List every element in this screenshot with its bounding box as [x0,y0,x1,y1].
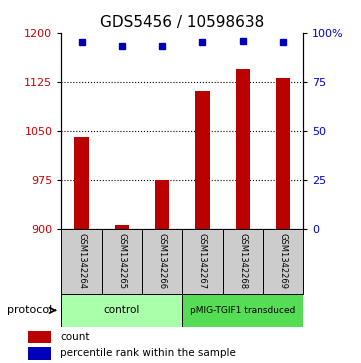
Text: GSM1342264: GSM1342264 [77,233,86,289]
Bar [142,229,182,294]
Bar [182,294,303,327]
Bar [28,347,51,359]
Bar [155,180,169,229]
Text: GSM1342266: GSM1342266 [158,233,167,289]
Text: GSM1342267: GSM1342267 [198,233,207,289]
Bar [182,229,223,294]
Bar [61,294,182,327]
Bar [115,225,129,229]
Bar [263,229,303,294]
Text: count: count [60,332,90,342]
Bar [74,137,88,229]
Title: GDS5456 / 10598638: GDS5456 / 10598638 [100,15,264,30]
Text: GSM1342269: GSM1342269 [279,233,288,289]
Bar [223,229,263,294]
Bar [28,331,51,343]
Bar [276,78,290,229]
Text: control: control [104,305,140,315]
Text: percentile rank within the sample: percentile rank within the sample [60,348,236,358]
Bar [102,229,142,294]
Text: GSM1342268: GSM1342268 [238,233,247,289]
Text: protocol: protocol [7,305,52,315]
Bar [236,69,250,229]
Text: GSM1342265: GSM1342265 [117,233,126,289]
Bar [195,91,209,229]
Bar [61,229,102,294]
Text: pMIG-TGIF1 transduced: pMIG-TGIF1 transduced [190,306,295,315]
